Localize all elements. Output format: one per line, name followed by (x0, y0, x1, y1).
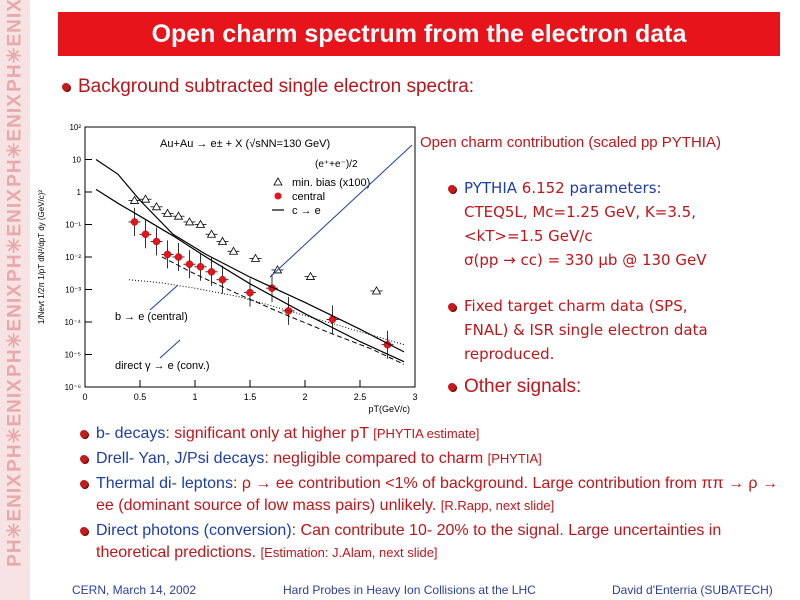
bullet-icon (80, 455, 88, 463)
footer-conference: Hard Probes in Heavy Ion Collisions at t… (283, 583, 536, 597)
data-point-central (218, 275, 227, 284)
x-tick-label: 0.5 (134, 392, 147, 402)
data-point-minbias (206, 229, 217, 238)
brand-logo-text: PH✳ENIX (4, 188, 26, 282)
data-point-minbias (228, 246, 239, 255)
pythia-parameters: PYTHIA 6.152 parameters: CTEQ5L, Mc=1.25… (448, 176, 793, 272)
plot-frame (84, 126, 416, 388)
signals-list: b- decays: significant only at higher pT… (80, 423, 795, 567)
data-point-minbias (371, 286, 382, 295)
plot-svg: 0 0.5 1 1.5 2 2.5 3 10² 10 1 10⁻¹ 10⁻² 10⁻³ 10⁻⁴ 10⁻⁵ 1… (37, 123, 418, 414)
y-tick-label: 10⁻⁵ (65, 351, 81, 360)
legend-marker-minbias (273, 177, 283, 186)
data-point-minbias (217, 236, 228, 245)
list-item: Drell- Yan, J/Psi decays: negligible com… (80, 448, 795, 470)
legend-entry: central (292, 191, 325, 203)
y-axis-label: 1/Nevt 1/2π 1/pT dN²/dpT dy (GeV/c)² (37, 190, 46, 325)
annotation-arrow (159, 339, 181, 359)
legend-entry: c → e (292, 205, 321, 217)
list-item: Direct photons (conversion): Can contrib… (80, 520, 795, 564)
data-point-central (130, 218, 139, 226)
list-item: Thermal di- leptons: ρ → ee contribution… (80, 473, 795, 517)
list-item: b- decays: significant only at higher pT… (80, 423, 795, 445)
y-tick-label: 10⁻² (65, 253, 81, 262)
legend-header: (e⁺+e⁻)/2 (315, 159, 358, 170)
data-point-minbias (140, 194, 151, 203)
y-tick-label: 1 (77, 188, 82, 197)
brand-logo-text: PH✳ENIX (4, 378, 26, 472)
y-tick-label: 10⁻³ (65, 286, 81, 295)
bullet-icon (448, 382, 456, 391)
annotation-direct-gamma: direct γ → e (conv.) (115, 360, 210, 372)
series-line-3 (95, 159, 405, 353)
data-point-minbias (151, 202, 162, 211)
spectrum-plot: 0 0.5 1 1.5 2 2.5 3 10² 10 1 10⁻¹ 10⁻² 10⁻³ 10⁻⁴ 10⁻⁵ 1… (30, 115, 430, 425)
sidebar: PH✳ENIX PH✳ENIX PH✳ENIX PH✳ENIX PH✳ENIX … (0, 0, 30, 600)
data-point-minbias (184, 217, 195, 226)
data-point-minbias (195, 219, 206, 228)
data-point-minbias (250, 253, 261, 262)
x-tick-label: 1 (192, 392, 197, 402)
bullet-icon (80, 527, 88, 535)
x-tick-label: 0 (82, 392, 87, 402)
data-point-minbias (162, 208, 173, 217)
data-point-central (152, 237, 161, 246)
bullet-icon (80, 430, 88, 438)
series-line-2 (95, 188, 405, 363)
data-point-central (141, 230, 150, 239)
data-point-minbias (173, 211, 184, 220)
brand-logo-text: PH✳ENIX (4, 0, 26, 92)
x-tick-label: 3 (412, 392, 417, 402)
y-tick-label: 10⁻⁴ (64, 318, 81, 327)
subtitle: Background subtracted single electron sp… (62, 76, 474, 98)
legend-marker-central (274, 192, 282, 200)
y-tick-label: 10⁻¹ (65, 221, 81, 230)
y-tick-label: 10 (72, 156, 81, 165)
bullet-icon (448, 302, 456, 311)
y-tick-label: 10² (69, 123, 81, 132)
data-point-central (207, 268, 216, 276)
y-tick-label: 10⁻⁶ (65, 383, 81, 392)
chart-title: Au+Au → e± + X (√sNN=130 GeV) (160, 138, 330, 150)
data-point-central (196, 263, 205, 271)
bullet-icon (448, 184, 456, 193)
brand-logo-text: PH✳ENIX (4, 473, 26, 567)
footer-date: CERN, March 14, 2002 (72, 583, 197, 597)
footer-author: David d'Enterria (SUBATECH) (612, 583, 773, 597)
data-point-central (185, 260, 194, 268)
series-line-5 (161, 256, 405, 365)
x-tick-label: 2 (302, 392, 307, 402)
legend-entry: min. bias (x100) (292, 177, 370, 189)
bullet-icon (80, 480, 88, 488)
annotation-arrow (149, 284, 179, 311)
fixed-target-note: Fixed target charm data (SPS, FNAL) & IS… (448, 294, 793, 366)
other-signals-heading: Other signals: (448, 376, 581, 398)
brand-logo-text: PH✳ENIX (4, 283, 26, 377)
slide-title: Open charm spectrum from the electron da… (58, 12, 780, 56)
data-point-central (246, 288, 254, 297)
annotation-b-to-e: b → e (central) (115, 311, 188, 323)
plot-annotation: Open charm contribution (scaled pp PYTHI… (420, 134, 721, 151)
data-point-minbias (305, 271, 316, 280)
data-point-minbias (129, 195, 140, 204)
annotation-arrow-charm (269, 144, 413, 278)
brand-logo-text: PH✳ENIX (4, 93, 26, 187)
bullet-icon (62, 82, 70, 91)
data-point-central (174, 253, 183, 261)
x-tick-label: 2.5 (354, 392, 367, 402)
x-tick-label: 1.5 (244, 392, 257, 402)
data-point-central (163, 250, 172, 259)
x-axis-label: pT(GeV/c) (368, 404, 410, 414)
